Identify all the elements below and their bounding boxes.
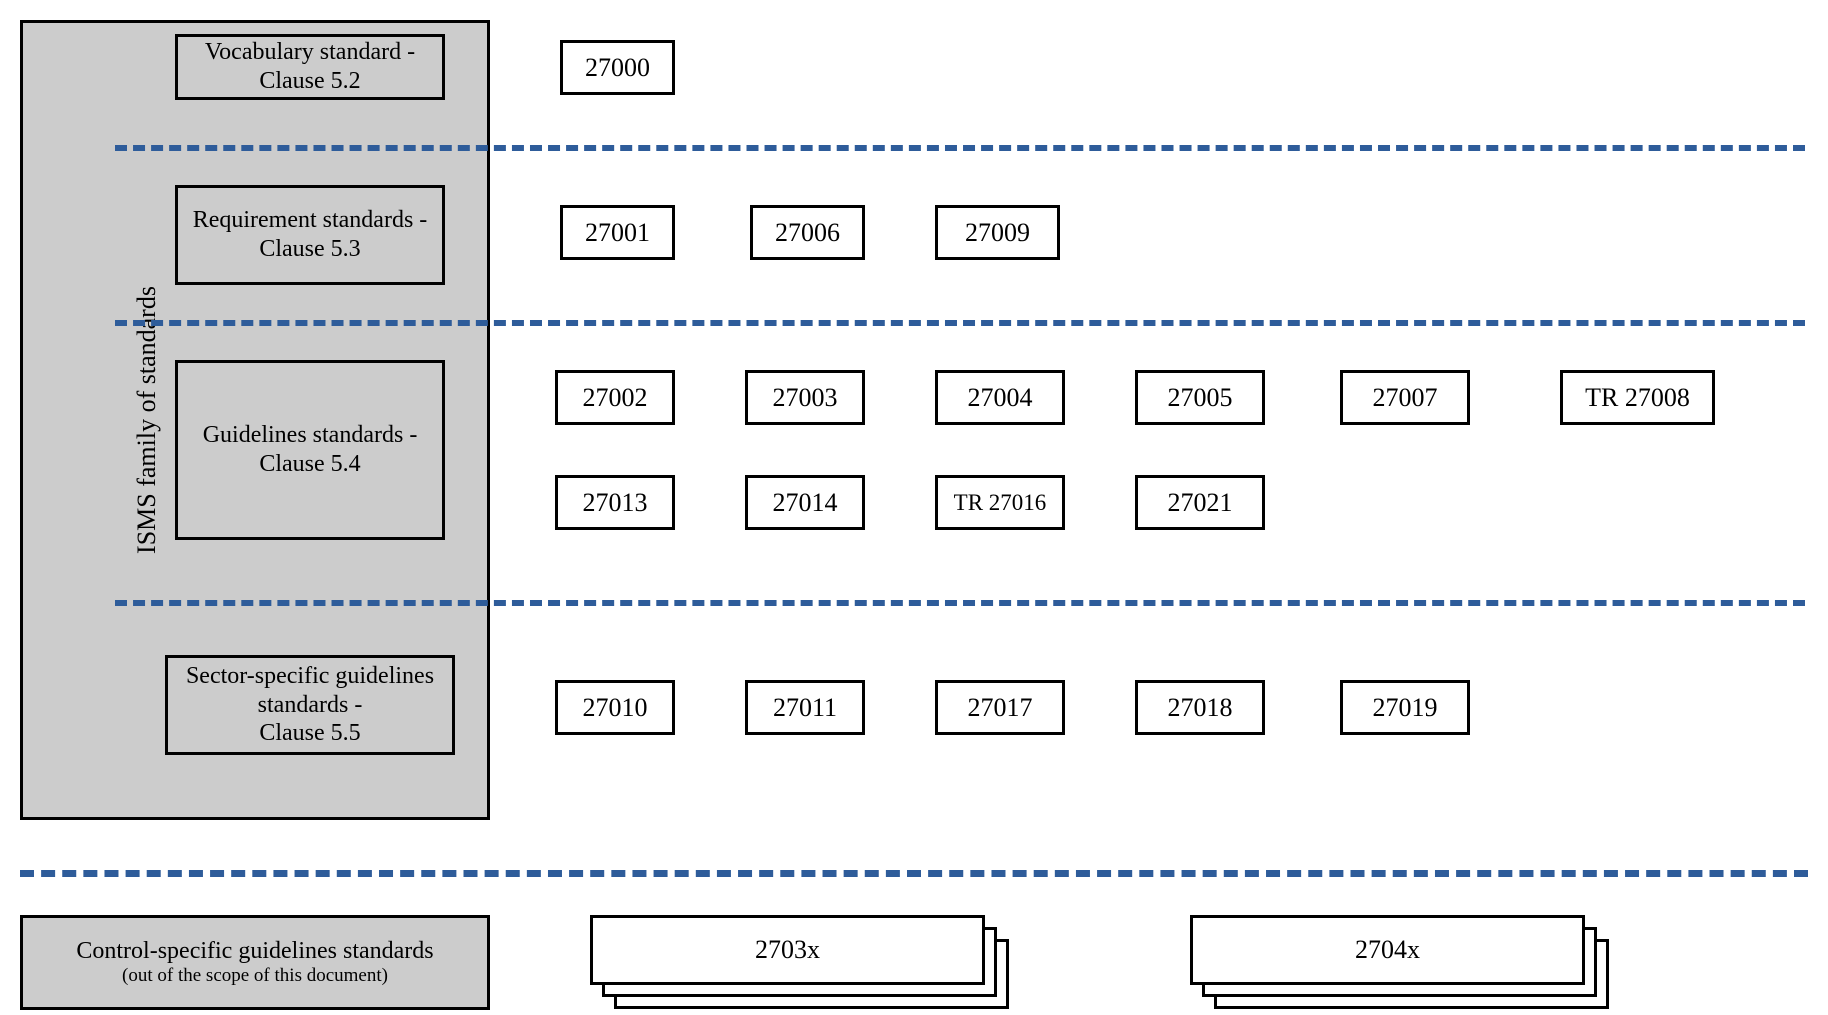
category-vocabulary-label: Vocabulary standard -Clause 5.2	[205, 38, 415, 96]
std-27014: 27014	[745, 475, 865, 530]
std-27013: 27013	[555, 475, 675, 530]
std-27021: 27021	[1135, 475, 1265, 530]
category-guidelines: Guidelines standards -Clause 5.4	[175, 360, 445, 540]
stack-2703x-label: 2703x	[755, 935, 820, 965]
std-27004: 27004	[935, 370, 1065, 425]
std-27006: 27006	[750, 205, 865, 260]
std-tr27008-label: TR 27008	[1585, 383, 1690, 413]
std-27004-label: 27004	[968, 383, 1033, 413]
std-27000-label: 27000	[585, 53, 650, 83]
std-27003-label: 27003	[773, 383, 838, 413]
std-27000: 27000	[560, 40, 675, 95]
std-27001: 27001	[560, 205, 675, 260]
control-specific-label-1: Control-specific guidelines standards	[76, 938, 433, 965]
std-27021-label: 27021	[1168, 488, 1233, 518]
std-tr27016-label: TR 27016	[954, 490, 1047, 516]
std-27003: 27003	[745, 370, 865, 425]
std-27002-label: 27002	[583, 383, 648, 413]
category-requirement-label: Requirement standards -Clause 5.3	[193, 206, 428, 264]
std-27009-label: 27009	[965, 218, 1030, 248]
isms-family-vertical-label: ISMS family of standards	[132, 286, 162, 554]
std-tr27016: TR 27016	[935, 475, 1065, 530]
std-27007-label: 27007	[1373, 383, 1438, 413]
category-requirement: Requirement standards -Clause 5.3	[175, 185, 445, 285]
category-sector-specific: Sector-specific guidelines standards -Cl…	[165, 655, 455, 755]
std-27002: 27002	[555, 370, 675, 425]
category-guidelines-label: Guidelines standards -Clause 5.4	[203, 421, 418, 479]
stack-2703x: 2703x	[590, 915, 985, 985]
std-27007: 27007	[1340, 370, 1470, 425]
std-27019: 27019	[1340, 680, 1470, 735]
std-27011: 27011	[745, 680, 865, 735]
category-vocabulary: Vocabulary standard -Clause 5.2	[175, 34, 445, 100]
stack-2704x-label: 2704x	[1355, 935, 1420, 965]
stack-2704x: 2704x	[1190, 915, 1585, 985]
control-specific-label-2: (out of the scope of this document)	[122, 965, 388, 987]
std-27005: 27005	[1135, 370, 1265, 425]
divider-3	[115, 600, 1805, 606]
category-sector-specific-label: Sector-specific guidelines standards -Cl…	[180, 662, 440, 748]
divider-4	[20, 870, 1808, 877]
std-27017: 27017	[935, 680, 1065, 735]
std-27019-label: 27019	[1373, 693, 1438, 723]
control-specific-box: Control-specific guidelines standards (o…	[20, 915, 490, 1010]
std-27006-label: 27006	[775, 218, 840, 248]
std-27013-label: 27013	[583, 488, 648, 518]
std-27009: 27009	[935, 205, 1060, 260]
std-27018-label: 27018	[1168, 693, 1233, 723]
stack-2703x-front: 2703x	[590, 915, 985, 985]
std-27010-label: 27010	[583, 693, 648, 723]
divider-1	[115, 145, 1805, 151]
std-27001-label: 27001	[585, 218, 650, 248]
std-27014-label: 27014	[773, 488, 838, 518]
std-27017-label: 27017	[968, 693, 1033, 723]
std-27010: 27010	[555, 680, 675, 735]
std-27005-label: 27005	[1168, 383, 1233, 413]
std-tr27008: TR 27008	[1560, 370, 1715, 425]
divider-2	[115, 320, 1805, 326]
std-27018: 27018	[1135, 680, 1265, 735]
std-27011-label: 27011	[773, 693, 837, 723]
stack-2704x-front: 2704x	[1190, 915, 1585, 985]
